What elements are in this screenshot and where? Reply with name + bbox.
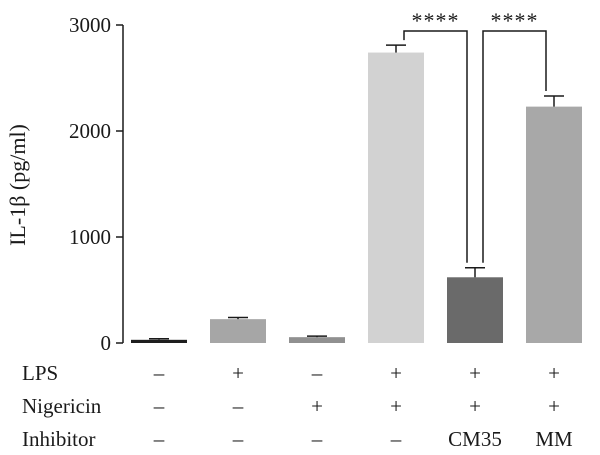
condition-row-label: Nigericin xyxy=(22,394,102,418)
condition-row-label: Inhibitor xyxy=(22,427,96,451)
condition-value: – xyxy=(153,394,165,418)
condition-value: – xyxy=(311,361,323,385)
bar xyxy=(210,319,266,343)
bar xyxy=(526,106,582,344)
y-axis: 0 1000 2000 3000 xyxy=(69,13,124,355)
y-tick-label: 1000 xyxy=(69,225,111,249)
condition-value: + xyxy=(548,361,560,385)
bar xyxy=(289,337,345,343)
condition-row-label: LPS xyxy=(22,361,58,385)
condition-value: – xyxy=(232,394,244,418)
condition-value: + xyxy=(469,361,481,385)
condition-value: – xyxy=(311,427,323,451)
condition-value: – xyxy=(232,427,244,451)
y-tick-label: 3000 xyxy=(69,13,111,37)
condition-value: + xyxy=(232,361,244,385)
bars xyxy=(131,44,582,344)
condition-value: + xyxy=(390,361,402,385)
condition-value: – xyxy=(153,427,165,451)
condition-value: + xyxy=(311,394,323,418)
bar xyxy=(131,339,187,343)
significance-bracket xyxy=(403,30,468,263)
y-tick-label: 2000 xyxy=(69,119,111,143)
condition-value: + xyxy=(390,394,402,418)
bar xyxy=(368,52,424,344)
condition-table: LPS – + – + + + Nigericin – – + + + + Inhibitor – – – – CM3… xyxy=(22,361,573,451)
condition-value: – xyxy=(390,427,402,451)
bar xyxy=(447,277,503,343)
condition-value: MM xyxy=(535,427,573,451)
condition-value: + xyxy=(469,394,481,418)
significance-brackets: **** **** xyxy=(403,8,547,263)
condition-value: – xyxy=(153,361,165,385)
y-tick-label: 0 xyxy=(101,331,112,355)
condition-value: CM35 xyxy=(448,427,502,451)
condition-value: + xyxy=(548,394,560,418)
y-axis-label: IL-1β (pg/ml) xyxy=(5,124,30,246)
significance-label: **** xyxy=(412,8,460,33)
significance-bracket xyxy=(482,30,547,263)
significance-label: **** xyxy=(491,8,539,33)
